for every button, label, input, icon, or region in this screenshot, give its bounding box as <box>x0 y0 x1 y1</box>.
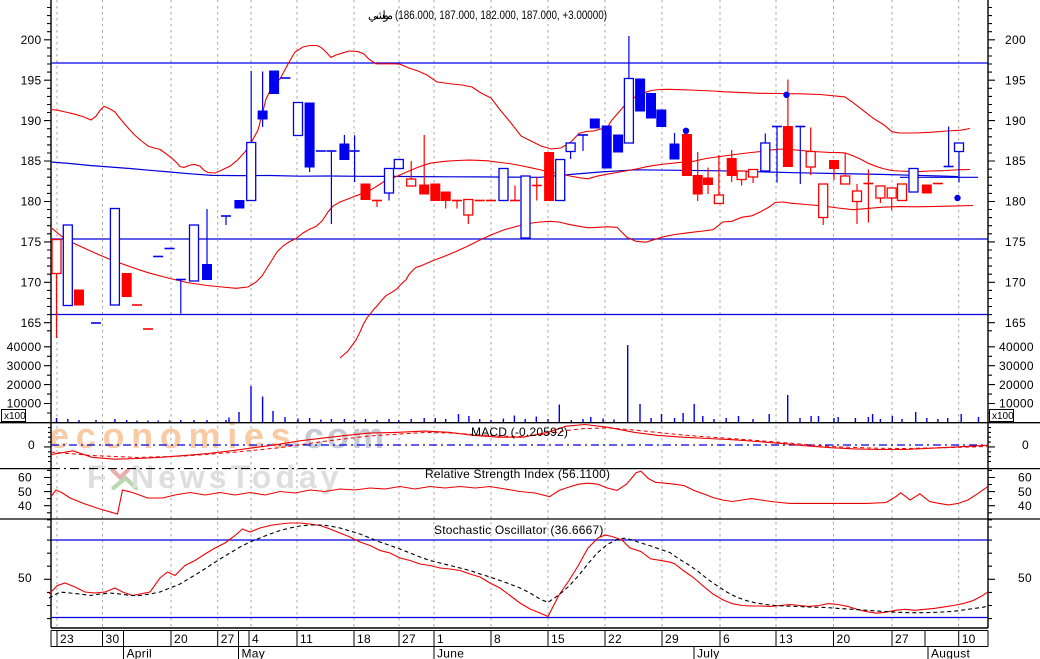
svg-text:18: 18 <box>357 632 371 646</box>
svg-text:175: 175 <box>1005 235 1026 249</box>
svg-text:165: 165 <box>21 316 42 330</box>
svg-text:40000: 40000 <box>7 340 42 354</box>
svg-text:170: 170 <box>1005 276 1026 290</box>
svg-text:190: 190 <box>1005 114 1026 128</box>
svg-text:x100: x100 <box>4 411 26 422</box>
svg-text:165: 165 <box>1005 316 1026 330</box>
svg-text:MACD (-0.20592): MACD (-0.20592) <box>471 425 568 439</box>
svg-text:50: 50 <box>1018 485 1032 499</box>
svg-text:1: 1 <box>437 632 444 646</box>
svg-text:40: 40 <box>18 499 32 513</box>
svg-text:10000: 10000 <box>999 397 1034 411</box>
svg-text:29: 29 <box>665 632 679 646</box>
svg-text:175: 175 <box>21 235 42 249</box>
svg-text:April: April <box>127 647 153 659</box>
svg-text:13: 13 <box>779 632 793 646</box>
svg-text:.com: .com <box>291 415 387 456</box>
svg-text:50: 50 <box>18 571 32 585</box>
svg-text:20000: 20000 <box>999 378 1034 392</box>
svg-text:30000: 30000 <box>999 359 1034 373</box>
svg-text:June: June <box>437 647 464 659</box>
svg-text:22: 22 <box>608 632 622 646</box>
svg-text:170: 170 <box>21 276 42 290</box>
svg-text:NewsToday: NewsToday <box>131 459 342 495</box>
svg-text:185: 185 <box>21 154 42 168</box>
svg-text:4: 4 <box>252 632 259 646</box>
svg-text:0: 0 <box>1022 438 1029 452</box>
svg-text:27: 27 <box>895 632 909 646</box>
svg-text:August: August <box>931 647 971 659</box>
svg-text:0: 0 <box>28 438 35 452</box>
svg-text:x100: x100 <box>992 411 1014 422</box>
svg-text:20: 20 <box>174 632 188 646</box>
svg-text:60: 60 <box>18 471 32 485</box>
svg-text:40000: 40000 <box>999 340 1034 354</box>
svg-text:27: 27 <box>402 632 416 646</box>
svg-text:180: 180 <box>21 195 42 209</box>
svg-text:July: July <box>697 647 720 659</box>
svg-text:195: 195 <box>21 73 42 87</box>
svg-text:(186.000, 187.000, 182.000, 18: (186.000, 187.000, 182.000, 187.000, +3.… <box>395 10 607 22</box>
svg-text:15: 15 <box>551 632 565 646</box>
svg-text:Relative Strength Index (56.11: Relative Strength Index (56.1100) <box>425 467 610 481</box>
svg-text:185: 185 <box>1005 154 1026 168</box>
svg-text:11: 11 <box>300 632 313 646</box>
svg-text:180: 180 <box>1005 195 1026 209</box>
svg-text:200: 200 <box>21 33 42 47</box>
svg-text:200: 200 <box>1005 33 1026 47</box>
svg-text:195: 195 <box>1005 73 1026 87</box>
svg-text:23: 23 <box>60 632 74 646</box>
svg-text:20000: 20000 <box>7 378 42 392</box>
svg-text:50: 50 <box>1018 571 1032 585</box>
svg-text:30: 30 <box>106 632 120 646</box>
svg-text:40: 40 <box>1018 499 1032 513</box>
svg-text:6: 6 <box>723 632 730 646</box>
svg-text:30000: 30000 <box>7 359 42 373</box>
svg-text:20: 20 <box>837 632 851 646</box>
svg-text:60: 60 <box>1018 471 1032 485</box>
svg-text:F: F <box>87 459 111 495</box>
svg-text:8: 8 <box>494 632 501 646</box>
svg-text:May: May <box>242 647 266 659</box>
svg-text:27: 27 <box>221 632 235 646</box>
svg-text:50: 50 <box>18 485 32 499</box>
svg-text:Stochastic Oscillator (36.6667: Stochastic Oscillator (36.6667) <box>434 523 604 537</box>
svg-text:10: 10 <box>962 632 976 646</box>
svg-text:economies: economies <box>49 415 297 456</box>
svg-text:190: 190 <box>21 114 42 128</box>
svg-text:مواشي: مواشي <box>368 9 393 22</box>
svg-text:10000: 10000 <box>7 397 42 411</box>
